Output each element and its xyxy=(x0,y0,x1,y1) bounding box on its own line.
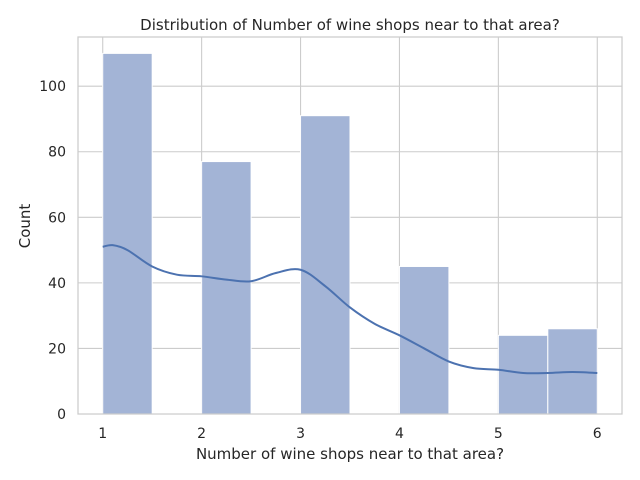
kde-layer xyxy=(102,244,598,375)
y-tick-labels: 0 20 40 60 80 100 xyxy=(39,79,66,423)
histogram-bar xyxy=(201,161,252,415)
x-axis-title: Number of wine shops near to that area? xyxy=(196,445,504,463)
x-tick-label: 2 xyxy=(197,426,206,442)
y-tick-label: 40 xyxy=(48,276,66,292)
kde-line xyxy=(102,244,598,375)
histogram-bar xyxy=(497,334,549,415)
x-tick-label: 1 xyxy=(98,426,107,442)
x-tick-label: 3 xyxy=(296,426,305,442)
y-axis-title: Count xyxy=(16,204,34,249)
y-tick-label: 80 xyxy=(48,145,66,161)
y-tick-label: 60 xyxy=(48,210,66,226)
histogram-bar xyxy=(300,115,351,415)
x-tick-labels: 1 2 3 4 5 6 xyxy=(98,426,602,442)
y-tick-label: 0 xyxy=(57,407,66,423)
y-tick-label: 20 xyxy=(48,341,66,357)
y-tick-label: 100 xyxy=(39,79,66,95)
x-tick-label: 6 xyxy=(593,426,602,442)
x-tick-label: 4 xyxy=(395,426,404,442)
bar-layer xyxy=(102,52,598,415)
axes-border xyxy=(77,36,623,415)
histogram-bar xyxy=(102,52,153,415)
chart-title: Distribution of Number of wine shops nea… xyxy=(140,16,560,34)
x-tick-label: 5 xyxy=(494,426,503,442)
axes-frame xyxy=(77,36,623,415)
